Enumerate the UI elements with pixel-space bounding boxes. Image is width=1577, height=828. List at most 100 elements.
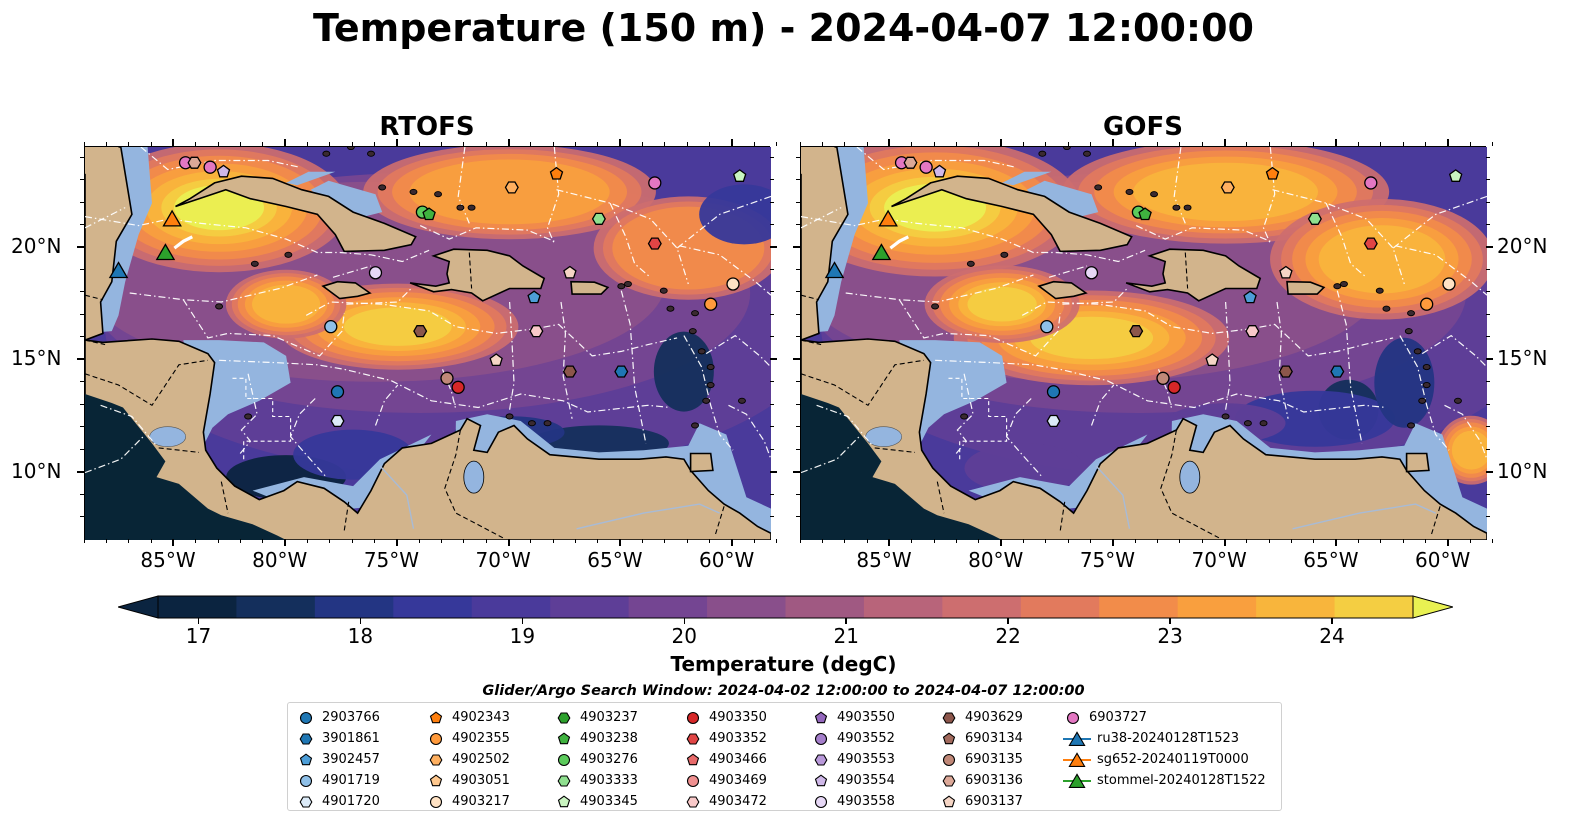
float-marker-4903352[interactable] bbox=[1363, 237, 1378, 250]
y-minor-tick bbox=[796, 313, 800, 315]
float-marker-6903135[interactable] bbox=[440, 371, 454, 385]
float-marker-4903352[interactable] bbox=[647, 237, 662, 250]
x-minor-tick bbox=[128, 539, 130, 543]
legend-item: 4903469 bbox=[683, 770, 767, 791]
float-marker-4901719[interactable] bbox=[1040, 320, 1054, 334]
x-minor-tick bbox=[329, 142, 331, 146]
float-marker-6903727[interactable] bbox=[203, 160, 217, 174]
float-marker-4903554[interactable] bbox=[932, 164, 947, 178]
float-marker-6903137[interactable] bbox=[489, 353, 503, 367]
legend-label: 6903135 bbox=[965, 752, 1023, 767]
x-minor-tick bbox=[441, 539, 443, 543]
float-marker-4903217[interactable] bbox=[1442, 277, 1456, 291]
float-marker-6903727[interactable] bbox=[919, 160, 933, 174]
legend: 2903766 3901861 3902457 4901719 4901720 49023… bbox=[287, 702, 1282, 811]
y-minor-tick bbox=[1486, 313, 1490, 315]
float-marker-6903727[interactable] bbox=[648, 176, 662, 190]
land-hispaniola bbox=[1125, 248, 1262, 302]
x-tick-mark bbox=[619, 539, 622, 546]
x-minor-tick bbox=[105, 142, 107, 146]
y-minor-tick bbox=[1486, 179, 1490, 181]
float-marker-4903629[interactable] bbox=[1278, 365, 1293, 378]
x-minor-tick bbox=[1179, 539, 1181, 543]
float-marker-4901720[interactable] bbox=[330, 414, 345, 428]
float-marker-4903238[interactable] bbox=[1138, 207, 1152, 221]
x-minor-tick bbox=[1134, 539, 1136, 543]
float-marker-6903137[interactable] bbox=[1279, 265, 1293, 279]
float-marker-4903629[interactable] bbox=[1129, 325, 1144, 338]
float-marker-6903727[interactable] bbox=[1364, 176, 1378, 190]
float-marker-4903345[interactable] bbox=[732, 169, 747, 182]
legend-label: 4903550 bbox=[837, 710, 895, 725]
float-marker-6903136[interactable] bbox=[187, 156, 202, 169]
x-minor-tick bbox=[933, 539, 935, 543]
land-mexico bbox=[84, 146, 133, 342]
float-marker-4903629[interactable] bbox=[562, 365, 577, 378]
float-marker-ru38-20240128T1523[interactable] bbox=[108, 261, 129, 279]
float-marker-3902457[interactable] bbox=[1243, 290, 1257, 304]
legend-label: 4903469 bbox=[709, 773, 767, 788]
float-marker-4902355[interactable] bbox=[1420, 297, 1434, 311]
float-marker-6903137[interactable] bbox=[1205, 353, 1219, 367]
float-marker-4903333[interactable] bbox=[591, 212, 606, 225]
x-minor-tick bbox=[1268, 539, 1270, 543]
float-marker-4902502[interactable] bbox=[1220, 181, 1235, 194]
float-marker-4903217[interactable] bbox=[726, 277, 740, 291]
colorbar-swatch bbox=[785, 596, 865, 618]
float-marker-4903333[interactable] bbox=[1307, 212, 1322, 225]
float-marker-ru38-20240128T1523[interactable] bbox=[824, 261, 845, 279]
float-marker-4902355[interactable] bbox=[704, 297, 718, 311]
float-marker-4903472[interactable] bbox=[1245, 325, 1260, 338]
x-tick-mark bbox=[284, 539, 287, 546]
x-minor-tick bbox=[1268, 142, 1270, 146]
float-marker-stommel-20240128T1522[interactable] bbox=[871, 243, 892, 261]
float-marker-4902343[interactable] bbox=[549, 166, 564, 180]
float-marker-2903766[interactable] bbox=[1046, 385, 1061, 399]
colorbar-tick-mark bbox=[521, 618, 524, 624]
x-minor-tick bbox=[262, 142, 264, 146]
float-marker-4903554[interactable] bbox=[216, 164, 231, 178]
float-marker-4903238[interactable] bbox=[422, 207, 436, 221]
float-marker-2903766[interactable] bbox=[330, 385, 345, 399]
legend-marker-pentagon-icon bbox=[942, 732, 956, 744]
legend-item: 6903135 bbox=[939, 749, 1023, 770]
float-marker-3901861[interactable] bbox=[1330, 365, 1345, 378]
y-minor-tick bbox=[770, 403, 774, 405]
float-marker-4902502[interactable] bbox=[504, 181, 519, 194]
float-marker-6903136[interactable] bbox=[903, 156, 918, 169]
float-marker-4903350[interactable] bbox=[1167, 380, 1181, 394]
float-marker-4903558[interactable] bbox=[368, 266, 383, 280]
float-marker-4903558[interactable] bbox=[1084, 266, 1099, 280]
legend-label: 4903238 bbox=[580, 731, 638, 746]
x-minor-tick bbox=[217, 539, 219, 543]
float-marker-sg652-20240119T0000[interactable] bbox=[162, 209, 182, 227]
legend-label: 4903558 bbox=[837, 794, 895, 809]
float-marker-4903472[interactable] bbox=[529, 325, 544, 338]
float-marker-4903350[interactable] bbox=[451, 380, 465, 394]
float-marker-4903345[interactable] bbox=[1448, 169, 1463, 182]
y-minor-tick bbox=[770, 313, 774, 315]
legend-marker-pentagon-icon bbox=[299, 753, 313, 765]
x-minor-tick bbox=[664, 539, 666, 543]
y-tick-mark-right bbox=[1486, 246, 1493, 249]
y-minor-tick bbox=[770, 516, 774, 518]
legend-marker-hexagon-icon bbox=[557, 711, 571, 724]
legend-item: sg652-20240119T0000 bbox=[1063, 749, 1249, 770]
x-minor-tick bbox=[821, 142, 823, 146]
float-marker-3901861[interactable] bbox=[614, 365, 629, 378]
float-marker-4902343[interactable] bbox=[1265, 166, 1280, 180]
float-marker-3902457[interactable] bbox=[527, 290, 541, 304]
float-marker-sg652-20240119T0000[interactable] bbox=[878, 209, 898, 227]
float-marker-4901720[interactable] bbox=[1046, 414, 1061, 428]
x-tick-label: 65°W bbox=[587, 548, 643, 572]
colorbar-swatch bbox=[550, 596, 630, 618]
float-marker-6903135[interactable] bbox=[1156, 371, 1170, 385]
legend-item: 4903558 bbox=[811, 791, 895, 812]
float-marker-stommel-20240128T1522[interactable] bbox=[155, 243, 176, 261]
float-marker-6903137[interactable] bbox=[563, 265, 577, 279]
colorbar-swatch bbox=[158, 596, 238, 618]
float-marker-4903629[interactable] bbox=[413, 325, 428, 338]
y-minor-tick bbox=[1486, 448, 1490, 450]
float-marker-4901719[interactable] bbox=[324, 320, 338, 334]
legend-marker-pentagon-icon bbox=[429, 774, 443, 786]
